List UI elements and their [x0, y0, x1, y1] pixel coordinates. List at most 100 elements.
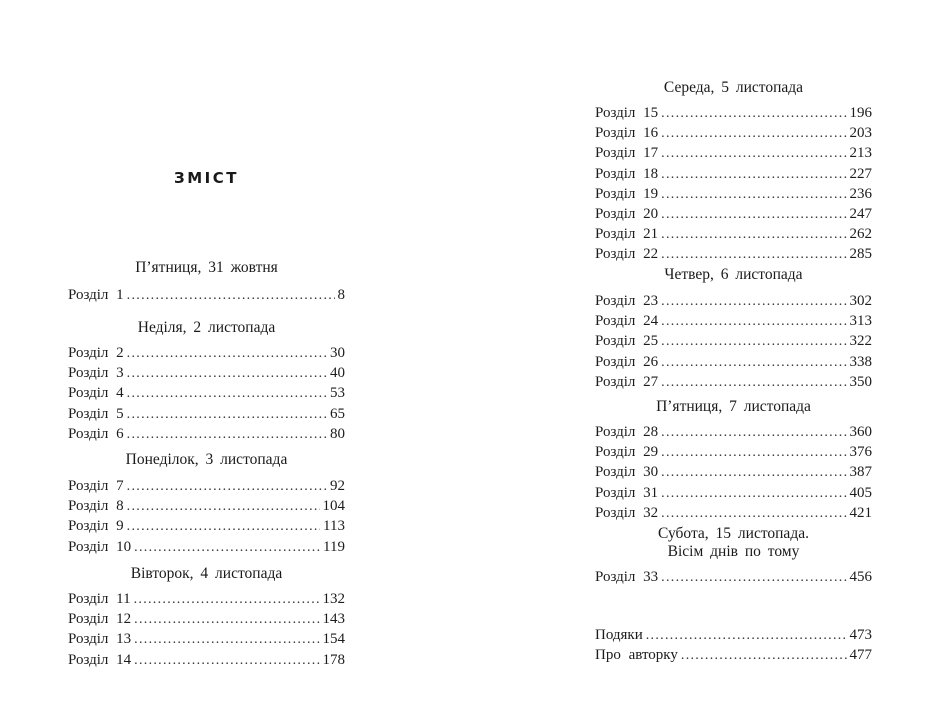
chapter-label: Розділ 27	[595, 373, 659, 390]
toc-entry: Розділ 17 213	[595, 143, 872, 163]
toc-entry: Розділ 11 132	[68, 589, 345, 609]
dot-leader	[134, 609, 319, 630]
page-number: 196	[849, 105, 873, 121]
chapter-label: Розділ 30	[595, 464, 659, 481]
toc-entry: Розділ 27 350	[595, 372, 872, 392]
chapter-label: Розділ 6	[68, 425, 124, 442]
chapter-label: Розділ 4	[68, 385, 124, 402]
dot-leader	[134, 629, 319, 650]
toc-entry: Розділ 22 285	[595, 244, 872, 264]
dot-leader	[127, 404, 327, 425]
dot-leader	[127, 516, 320, 537]
back-matter-label: Про авторку	[595, 647, 678, 664]
toc-entry: Розділ 3 40	[68, 363, 345, 383]
page-number: 387	[849, 464, 873, 481]
dot-leader	[661, 442, 846, 463]
chapter-label: Розділ 18	[595, 165, 659, 182]
toc-entry: Розділ 30 387	[595, 462, 872, 482]
dot-leader	[134, 537, 320, 558]
dot-leader	[127, 343, 327, 364]
toc-entry: Розділ 26 338	[595, 352, 872, 372]
page-number: 65	[330, 405, 345, 422]
dot-leader	[661, 184, 846, 205]
section-heading-friday-oct31: П’ятниця, 31 жовтня	[135, 259, 278, 276]
back-matter-label: Подяки	[595, 627, 643, 643]
page-number: 53	[330, 385, 345, 402]
toc-entry: Розділ 7 92	[68, 476, 345, 496]
section-heading-saturday-nov15: Субота, 15 листопада. Вісім днів по тому	[658, 525, 809, 560]
page-number: 104	[322, 498, 346, 515]
dot-leader	[127, 383, 327, 404]
page-number: 40	[330, 365, 345, 382]
dot-leader	[661, 352, 846, 373]
chapter-label: Розділ 24	[595, 313, 659, 330]
dot-leader	[661, 462, 846, 483]
page-number: 421	[849, 504, 873, 521]
chapter-label: Розділ 33	[595, 569, 659, 585]
chapter-label: Розділ 7	[68, 478, 124, 494]
page-number: 236	[849, 185, 873, 202]
toc-entry: Подяки 473	[595, 625, 872, 645]
section-heading-thursday-nov6: Четвер, 6 листопада	[664, 266, 803, 283]
chapter-label: Розділ 3	[68, 365, 124, 382]
dot-leader	[661, 422, 846, 443]
dot-leader	[127, 476, 327, 497]
section-entries: Розділ 23 302 Розділ 24 313 Розділ 25 322 Р…	[595, 291, 872, 392]
page-number: 30	[330, 345, 345, 361]
page-number: 313	[849, 313, 873, 330]
dot-leader	[661, 224, 846, 245]
section-entries: Розділ 11 132 Розділ 12 143 Розділ 13 154 Р…	[68, 589, 345, 670]
left-page: ЗМІСТ П’ятниця, 31 жовтня Розділ 1 8 Неді…	[68, 0, 345, 726]
chapter-label: Розділ 23	[595, 293, 659, 309]
chapter-label: Розділ 31	[595, 484, 659, 501]
page-number: 360	[849, 424, 873, 440]
dot-leader	[661, 244, 846, 265]
chapter-label: Розділ 11	[68, 591, 131, 607]
dot-leader	[661, 164, 846, 185]
page-number: 405	[849, 484, 873, 501]
toc-entry: Розділ 18 227	[595, 164, 872, 184]
page-number: 285	[849, 246, 873, 263]
chapter-label: Розділ 19	[595, 185, 659, 202]
dot-leader	[681, 645, 847, 666]
toc-entry: Розділ 14 178	[68, 650, 345, 670]
page-number: 92	[330, 478, 345, 494]
dot-leader	[661, 331, 846, 352]
chapter-label: Розділ 14	[68, 651, 132, 668]
chapter-label: Розділ 28	[595, 424, 659, 440]
section-entries: Розділ 7 92 Розділ 8 104 Розділ 9 113 Розді…	[68, 476, 345, 557]
toc-entry: Розділ 5 65	[68, 404, 345, 424]
section-heading-sunday-nov2: Неділя, 2 листопада	[137, 319, 276, 336]
page-number: 143	[322, 611, 346, 628]
toc-entry: Розділ 8 104	[68, 496, 345, 516]
chapter-label: Розділ 20	[595, 205, 659, 222]
toc-entry: Розділ 10 119	[68, 537, 345, 557]
page-number: 350	[849, 373, 873, 390]
chapter-label: Розділ 25	[595, 333, 659, 350]
dot-leader	[661, 204, 846, 225]
page-number: 178	[322, 651, 346, 668]
chapter-label: Розділ 5	[68, 405, 124, 422]
section-entries: Розділ 15 196 Розділ 16 203 Розділ 17 213 Р…	[595, 103, 872, 265]
page-number: 262	[849, 226, 873, 243]
dot-leader	[661, 483, 846, 504]
chapter-label: Розділ 9	[68, 518, 124, 535]
toc-entry: Розділ 6 80	[68, 424, 345, 444]
back-matter: Подяки 473 Про авторку 477	[595, 625, 872, 665]
toc-entry: Розділ 25 322	[595, 331, 872, 351]
section-heading-friday-nov7: П’ятниця, 7 листопада	[656, 398, 811, 415]
toc-entry: Розділ 1 8	[68, 285, 345, 305]
dot-leader	[127, 363, 327, 384]
toc-entry: Розділ 24 313	[595, 311, 872, 331]
chapter-label: Розділ 8	[68, 498, 124, 515]
page-number: 113	[323, 518, 345, 535]
chapter-label: Розділ 22	[595, 246, 659, 263]
dot-leader	[661, 372, 846, 393]
chapter-label: Розділ 21	[595, 226, 659, 243]
toc-entry: Розділ 31 405	[595, 483, 872, 503]
section-heading-tuesday-nov4: Вівторок, 4 листопада	[130, 565, 283, 582]
dot-leader	[646, 625, 847, 646]
page-number: 213	[849, 145, 873, 162]
toc-entry: Про авторку 477	[595, 645, 872, 665]
